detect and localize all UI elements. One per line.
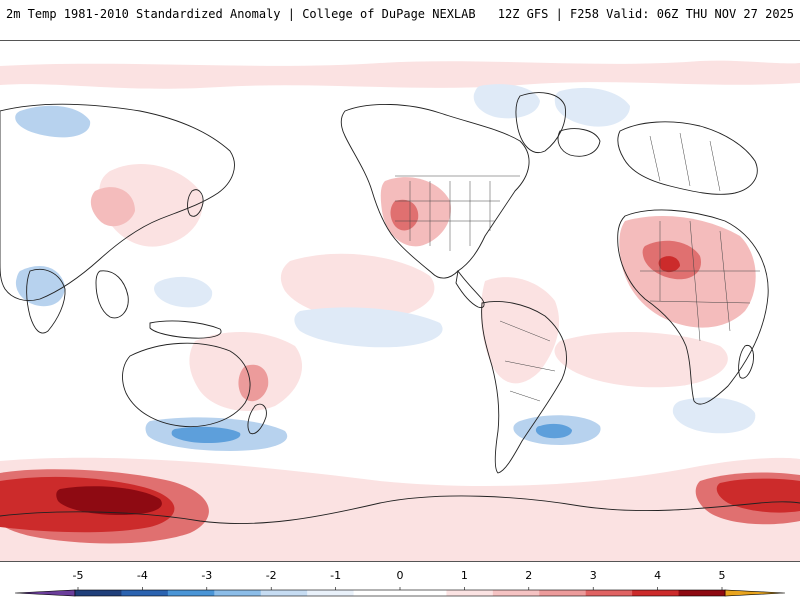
warm-africa-spot bbox=[658, 256, 680, 273]
colorbar-tick-label: 1 bbox=[460, 569, 468, 582]
us-state-lines-1 bbox=[409, 181, 491, 251]
antarctic-warm-anomaly bbox=[0, 457, 800, 561]
warm-band-north bbox=[0, 60, 800, 89]
model-run-info: 12Z GFS | F258 Valid: 06Z THU NOV 27 202… bbox=[497, 7, 794, 21]
madagascar-outline bbox=[738, 344, 754, 379]
colorbar-extend-low bbox=[14, 589, 76, 597]
cool-greenland bbox=[473, 84, 540, 119]
political-borders bbox=[395, 132, 760, 402]
australia-outline bbox=[122, 342, 251, 428]
anomaly-map bbox=[0, 41, 800, 561]
colorbar-segment bbox=[492, 590, 540, 596]
cool-anomaly-areas bbox=[15, 84, 756, 451]
new-zealand-outline bbox=[247, 403, 267, 435]
warm-indian-ocean bbox=[554, 331, 728, 388]
colorbar-tick-label: -5 bbox=[72, 569, 84, 582]
us-state-lines-2 bbox=[395, 200, 500, 222]
europe-borders bbox=[649, 132, 721, 192]
warm-southwest-usa bbox=[390, 199, 419, 231]
colorbar-segment bbox=[307, 590, 355, 596]
warm-china bbox=[90, 187, 135, 227]
colorbar-tick-label: 2 bbox=[525, 569, 533, 582]
colorbar-segment bbox=[632, 590, 680, 596]
cool-south-indian bbox=[672, 397, 756, 434]
colorbar-tick-label: 5 bbox=[718, 569, 726, 582]
colorbar-segment bbox=[167, 590, 215, 596]
central-america-outline bbox=[455, 269, 485, 308]
colorbar-segment bbox=[539, 590, 587, 596]
colorbar-tick-label: -1 bbox=[330, 569, 342, 582]
arctic-islands-outline bbox=[557, 128, 601, 157]
colorbar-segment bbox=[446, 590, 494, 596]
colorbar-extend-high bbox=[724, 589, 786, 597]
colorbar-tick-label: 0 bbox=[396, 569, 404, 582]
asia-outline bbox=[0, 103, 235, 301]
header: 2m Temp 1981-2010 Standardized Anomaly |… bbox=[0, 0, 800, 32]
warm-australia-east bbox=[238, 364, 269, 402]
map-title: 2m Temp 1981-2010 Standardized Anomaly |… bbox=[6, 7, 476, 21]
greenland-outline bbox=[515, 92, 566, 153]
antarctic-warm-light bbox=[0, 457, 800, 561]
colorbar-segment bbox=[678, 590, 726, 596]
south-america-outline bbox=[481, 301, 567, 474]
colorbar-legend: -5 -4 -3 -2 -1 0 1 2 3 4 5 bbox=[0, 566, 800, 600]
europe-outline bbox=[617, 121, 758, 195]
colorbar-tick-label: -3 bbox=[201, 569, 213, 582]
colorbar-segment bbox=[585, 590, 633, 596]
cool-north-atlantic bbox=[554, 87, 630, 127]
colorbar-scale bbox=[14, 587, 786, 597]
antarctica-outline bbox=[0, 495, 800, 525]
map-panel bbox=[0, 40, 800, 562]
colorbar-segment bbox=[75, 590, 122, 596]
colorbar-segment bbox=[353, 590, 401, 596]
warm-central-pacific bbox=[280, 253, 435, 320]
colorbar-segment bbox=[260, 590, 308, 596]
southeast-asia-outline bbox=[95, 270, 129, 319]
africa-outline bbox=[617, 209, 769, 405]
colorbar-tick-label: 3 bbox=[589, 569, 597, 582]
warm-anomaly-areas bbox=[0, 60, 800, 411]
cool-south-atlantic-core bbox=[535, 423, 572, 439]
south-america-borders bbox=[499, 320, 556, 402]
antarctic-warm-west-extreme bbox=[56, 486, 162, 515]
warm-west-pacific bbox=[99, 163, 203, 247]
cool-southern-ocean-west-core bbox=[171, 426, 241, 443]
north-america-outline bbox=[340, 104, 530, 279]
cool-tropical-pacific bbox=[294, 307, 443, 348]
colorbar-tick-label: -2 bbox=[265, 569, 277, 582]
indonesia-outline bbox=[149, 320, 222, 339]
india-outline bbox=[26, 269, 66, 334]
colorbar-tick-label: -4 bbox=[136, 569, 148, 582]
colorbar-segment bbox=[214, 590, 262, 596]
colorbar-segment bbox=[121, 590, 169, 596]
japan-outline bbox=[187, 189, 204, 217]
cool-east-asia bbox=[154, 276, 213, 308]
colorbar-segment bbox=[400, 590, 447, 596]
coastlines bbox=[0, 92, 800, 525]
warm-south-america bbox=[480, 277, 560, 384]
cool-siberia bbox=[15, 105, 91, 138]
africa-borders bbox=[640, 220, 760, 342]
antarctic-warm-east-core bbox=[716, 478, 800, 513]
colorbar-tick-label: 4 bbox=[654, 569, 662, 582]
